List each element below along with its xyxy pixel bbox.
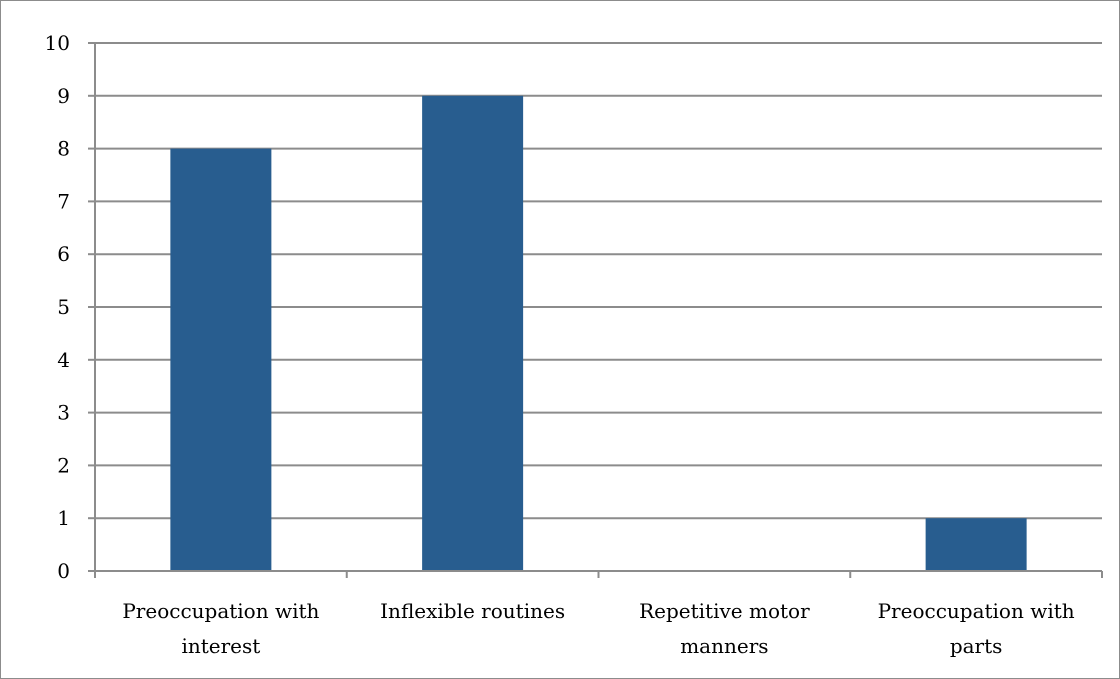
y-tick-label: 9 <box>57 84 70 108</box>
x-tick-label: parts <box>950 634 1003 658</box>
x-tick-label: Repetitive motor <box>639 599 810 623</box>
bar <box>422 95 524 572</box>
bar <box>925 518 1027 571</box>
x-tick-label: Preoccupation with <box>878 599 1075 623</box>
y-tick-label: 6 <box>57 242 70 266</box>
y-tick-labels: 0 1 2 3 4 5 6 7 8 9 10 <box>45 31 70 583</box>
y-tick-label: 0 <box>57 559 70 583</box>
x-tick-label: Inflexible routines <box>380 599 565 623</box>
axes <box>88 42 1103 578</box>
y-tick-label: 4 <box>57 348 70 372</box>
x-tick-label: manners <box>680 634 768 658</box>
bars <box>170 95 1027 572</box>
y-tick-label: 7 <box>57 189 70 213</box>
y-tick-label: 10 <box>45 31 70 55</box>
y-tick-label: 1 <box>57 506 70 530</box>
y-tick-label: 8 <box>57 137 70 161</box>
y-tick-label: 5 <box>57 295 70 319</box>
x-tick-labels: Preoccupation with interest Inflexible rou… <box>122 599 1074 658</box>
y-tick-label: 2 <box>57 453 70 477</box>
x-tick-label: interest <box>181 634 260 658</box>
bar <box>170 148 272 571</box>
x-tick-label: Preoccupation with <box>122 599 319 623</box>
y-tick-label: 3 <box>57 401 70 425</box>
